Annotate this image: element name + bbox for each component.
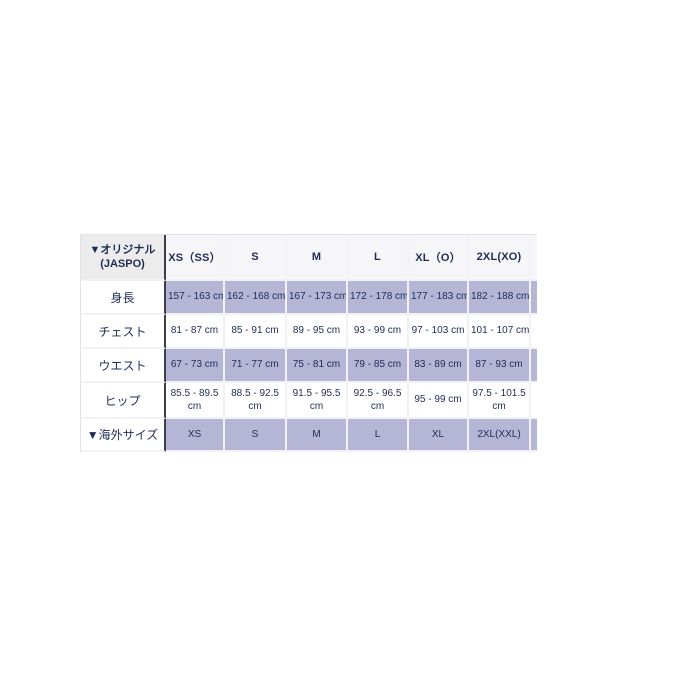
measurement-cell: 85 - 91 cm [225, 315, 287, 349]
measurement-cell: 85.5 - 89.5 cm [166, 383, 225, 419]
size-header-5: XL（O） [409, 235, 469, 281]
table-row: ウエスト 67 - 73 cm 71 - 77 cm 75 - 81 cm 79 - 8… [81, 349, 537, 383]
measurement-cell: 89 - 95 cm [287, 315, 348, 349]
measurement-cell: XS [166, 419, 225, 452]
measurement-cell: S [225, 419, 287, 452]
row-label: ヒップ [81, 383, 166, 419]
row-label: ▼海外サイズ [81, 419, 166, 452]
clipped-measurement-cell [531, 383, 537, 419]
size-chart-header-row: ▼オリジナル (JASPO) XS（SS） S M L XL（O） 2XL(XO) [81, 235, 537, 281]
clipped-measurement-cell [531, 281, 537, 315]
measurement-cell: 92.5 - 96.5 cm [348, 383, 409, 419]
clipped-measurement-cell [531, 349, 537, 383]
measurement-cell: 88.5 - 92.5 cm [225, 383, 287, 419]
measurement-cell: 172 - 178 cm [348, 281, 409, 315]
measurement-cell: 83 - 89 cm [409, 349, 469, 383]
row-label: ウエスト [81, 349, 166, 383]
measurement-cell: XL [409, 419, 469, 452]
clipped-measurement-cell [531, 419, 537, 452]
measurement-cell: 75 - 81 cm [287, 349, 348, 383]
corner-header-line1: ▼オリジナル [89, 243, 156, 256]
measurement-cell: 157 - 163 cm [166, 281, 225, 315]
table-row: 身長 157 - 163 cm 162 - 168 cm 167 - 173 cm 17… [81, 281, 537, 315]
size-header-6: 2XL(XO) [469, 235, 531, 281]
table-row: チェスト 81 - 87 cm 85 - 91 cm 89 - 95 cm 93 - 9… [81, 315, 537, 349]
size-header-1: XS（SS） [166, 235, 225, 281]
measurement-cell: 95 - 99 cm [409, 383, 469, 419]
measurement-cell: 71 - 77 cm [225, 349, 287, 383]
size-header-2: S [225, 235, 287, 281]
size-chart-body: 身長 157 - 163 cm 162 - 168 cm 167 - 173 cm 17… [81, 281, 537, 452]
row-label: チェスト [81, 315, 166, 349]
measurement-cell: 91.5 - 95.5 cm [287, 383, 348, 419]
measurement-cell: 167 - 173 cm [287, 281, 348, 315]
measurement-cell: 177 - 183 cm [409, 281, 469, 315]
corner-header-cell: ▼オリジナル (JASPO) [81, 235, 166, 281]
measurement-cell: 97 - 103 cm [409, 315, 469, 349]
measurement-cell: 162 - 168 cm [225, 281, 287, 315]
row-label: 身長 [81, 281, 166, 315]
table-row: ▼海外サイズ XS S M L XL 2XL(XXL) [81, 419, 537, 452]
table-row: ヒップ 85.5 - 89.5 cm 88.5 - 92.5 cm 91.5 - 95… [81, 383, 537, 419]
clipped-size-header [531, 235, 537, 281]
corner-header-line2: (JASPO) [100, 258, 145, 270]
size-chart-scroll-area[interactable]: ▼オリジナル (JASPO) XS（SS） S M L XL（O） 2XL(XO) 身長 1… [80, 234, 537, 455]
measurement-cell: 93 - 99 cm [348, 315, 409, 349]
measurement-cell: 2XL(XXL) [469, 419, 531, 452]
measurement-cell: 87 - 93 cm [469, 349, 531, 383]
measurement-cell: 67 - 73 cm [166, 349, 225, 383]
size-header-4: L [348, 235, 409, 281]
measurement-cell: 97.5 - 101.5 cm [469, 383, 531, 419]
measurement-cell: 81 - 87 cm [166, 315, 225, 349]
clipped-measurement-cell [531, 315, 537, 349]
measurement-cell: L [348, 419, 409, 452]
measurement-cell: 182 - 188 cm [469, 281, 531, 315]
measurement-cell: 101 - 107 cm [469, 315, 531, 349]
size-header-3: M [287, 235, 348, 281]
measurement-cell: M [287, 419, 348, 452]
size-chart-table: ▼オリジナル (JASPO) XS（SS） S M L XL（O） 2XL(XO) 身長 1… [80, 234, 537, 452]
measurement-cell: 79 - 85 cm [348, 349, 409, 383]
